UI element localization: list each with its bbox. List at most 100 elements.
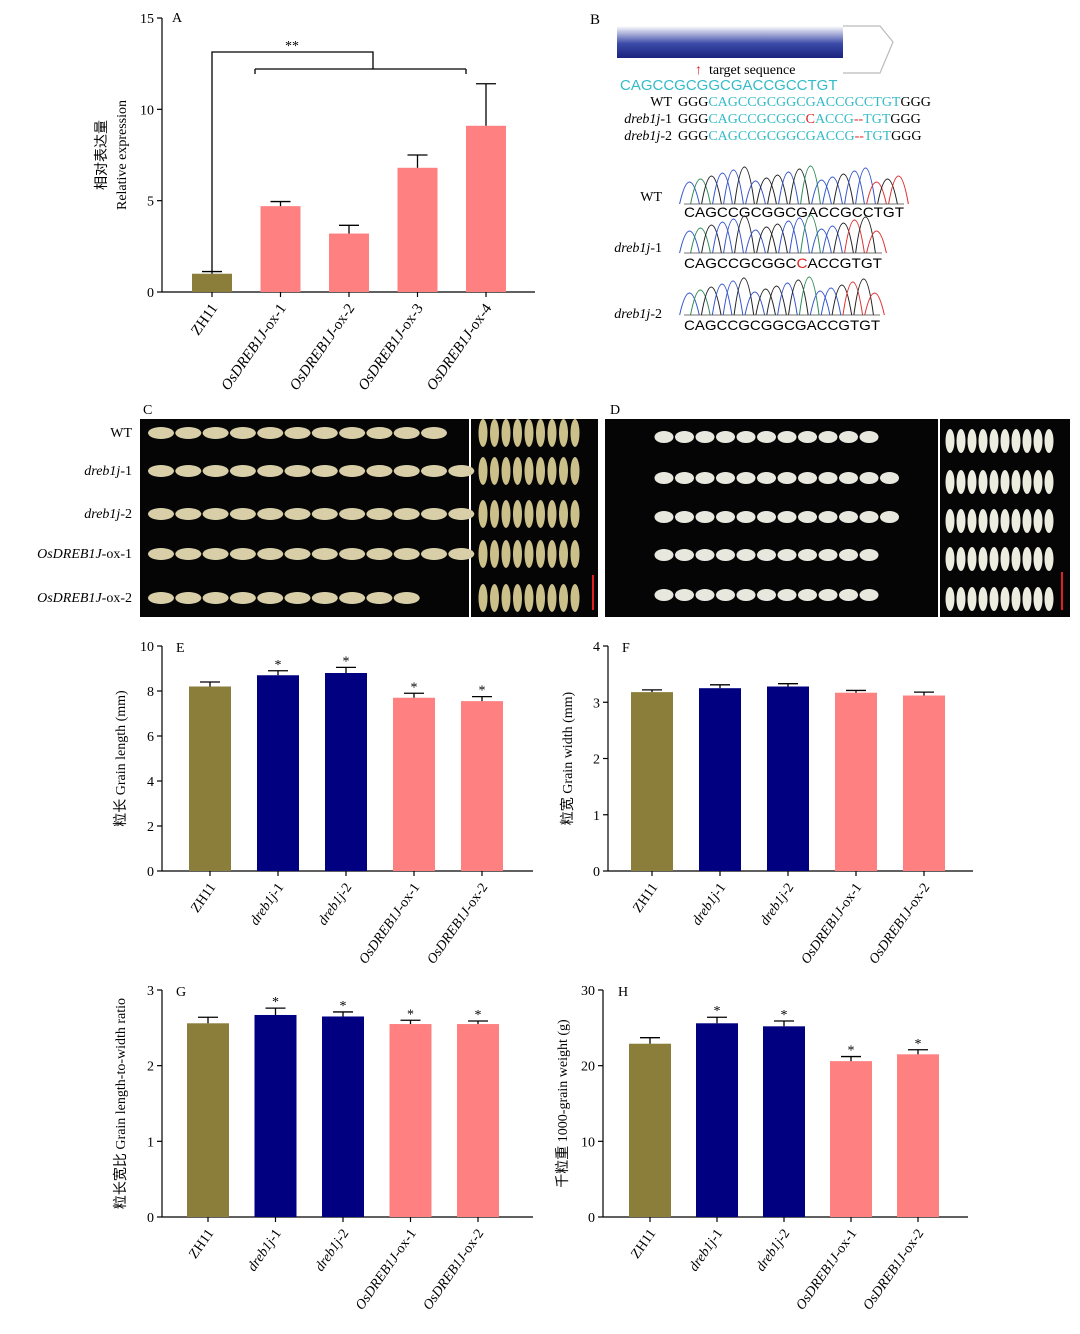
grain-row-label: dreb1j-1 [84, 464, 132, 479]
grain [501, 457, 511, 485]
bar [897, 1054, 939, 1217]
grain [675, 511, 694, 523]
grain [366, 465, 393, 477]
chromatogram-peak [800, 165, 821, 205]
y-tick-label: 30 [581, 984, 595, 999]
chromatogram-peak [700, 286, 722, 316]
chromatogram-peak [778, 171, 799, 205]
chromatogram-peak [831, 284, 853, 316]
bar [699, 688, 741, 871]
target-sequence: CAGCCGCGGCGACCGCCTGT [620, 77, 838, 94]
grain [654, 472, 674, 484]
grain [202, 465, 229, 477]
chromatogram-peak [767, 174, 788, 205]
grain [284, 592, 311, 604]
x-tick-label: OsDREB1J-ox-2 [287, 301, 358, 393]
chromatogram-peak [712, 221, 733, 254]
panel-b-label: B [590, 12, 600, 28]
alignment-seq: GGGCAGCCGCGGCGACCG--TGTGGG [678, 129, 921, 144]
significance-star: * [479, 684, 486, 699]
x-tick-label: dreb1j-2 [316, 881, 356, 929]
grain [956, 587, 966, 611]
grain [366, 592, 393, 604]
grain [478, 457, 488, 485]
grain [716, 589, 735, 601]
alignment-name: dreb1j-1 [624, 112, 672, 127]
chart-E: E 0 2 4 6 8 10 粒长 Grain length (mm) ZH11 * dreb1j-… [113, 640, 533, 967]
grain [839, 431, 858, 443]
grain [393, 508, 420, 520]
chromatogram-peak [745, 180, 766, 205]
grain [945, 470, 955, 494]
chromatogram-peak [811, 179, 832, 205]
gene-bar [617, 26, 843, 58]
grain [818, 431, 838, 443]
grain [501, 500, 511, 528]
grain [1044, 509, 1054, 533]
grain [175, 465, 202, 477]
x-tick-label: OsDREB1J-ox-3 [355, 301, 426, 393]
grains-c [148, 419, 580, 612]
grain [757, 472, 776, 484]
x-tick-label: OsDREB1J-ox-2 [861, 1227, 928, 1313]
y-tick-label: 20 [581, 1060, 595, 1075]
grain [818, 549, 838, 561]
y-axis-label-cn: 相对表达量 [94, 120, 110, 190]
y-tick-label: 3 [147, 984, 154, 999]
bar [322, 1016, 364, 1217]
grain [229, 508, 256, 520]
grain [547, 584, 557, 612]
grain [501, 419, 511, 447]
panel-label: H [618, 985, 628, 1000]
grain [777, 549, 797, 561]
alignment-seq: GGGCAGCCGCGGCCACCG--TGTGGG [678, 112, 921, 127]
x-tick-label: OsDREB1J-ox-4 [424, 301, 496, 394]
grain [1022, 429, 1032, 453]
grain [490, 457, 499, 485]
bar [466, 125, 506, 292]
chromatogram-peak [777, 282, 798, 316]
y-tick-label: 10 [581, 1135, 595, 1150]
grain [202, 548, 229, 560]
grain [1044, 470, 1054, 494]
chromatogram-name: dreb1j-2 [614, 307, 662, 322]
y-tick-label: 6 [147, 730, 154, 745]
chromatograms: WT CAGCCGCGGCGACCGCCTGT dreb1j-1 CAGCCGCGGC… [614, 165, 909, 333]
grain [989, 509, 999, 533]
chromatogram-peak [711, 283, 733, 316]
grain [366, 427, 393, 439]
grain [967, 547, 977, 571]
grain [339, 465, 366, 477]
bar [696, 1023, 738, 1217]
y-tick-label: 15 [140, 12, 154, 27]
grain [736, 472, 756, 484]
bar [830, 1061, 872, 1217]
grain [798, 549, 817, 561]
grains-d [654, 429, 1054, 611]
grain [366, 508, 393, 520]
grain [1011, 509, 1021, 533]
significance-star: * [272, 995, 279, 1010]
y-tick-label: 0 [147, 865, 154, 880]
x-tick-label: ZH11 [631, 881, 662, 916]
chromatogram-peak [844, 219, 865, 254]
grain [513, 457, 522, 485]
grain [859, 511, 879, 523]
target-arrow-icon: ↑ [695, 63, 702, 78]
grain [524, 500, 534, 528]
grain [798, 511, 817, 523]
chromatogram-peak [888, 175, 909, 205]
chromatogram-peak [822, 176, 843, 205]
grain [859, 589, 879, 601]
grain [175, 592, 202, 604]
grain [339, 548, 366, 560]
chart-H: H 0 10 20 30 千粒重 1000-grain weight (g) ZH11 * dr… [555, 984, 968, 1313]
bar [187, 1023, 229, 1217]
grain [478, 500, 488, 528]
chromatogram-peak [734, 166, 755, 205]
y-axis-label: 粒宽 Grain width (mm) [559, 691, 576, 825]
chromatogram-peak [833, 222, 854, 254]
grain [978, 470, 988, 494]
grain [978, 509, 988, 533]
x-tick-label: OsDREB1J-ox-1 [218, 301, 289, 393]
